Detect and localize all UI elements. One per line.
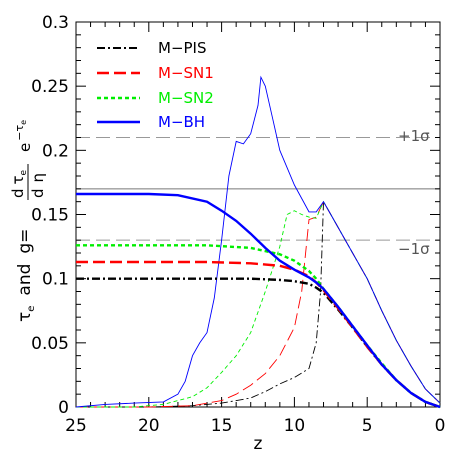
y-tick-label: 0.05 <box>31 334 69 354</box>
series-curves <box>75 75 441 409</box>
y-label-frac-den-eta: η <box>29 173 47 183</box>
x-tick-label: 10 <box>284 416 306 436</box>
x-tick-label: 5 <box>362 416 373 436</box>
x-axis-label: z <box>254 434 263 454</box>
y-tick-label: 0.1 <box>42 270 69 290</box>
y-tick-label: 0 <box>58 398 69 418</box>
plus-one-sigma-label: +1σ <box>398 127 430 145</box>
plot-frame <box>75 21 441 408</box>
y-axis-label: τeandg= dτe dη e−τe <box>9 120 47 322</box>
y-label-g: g= <box>15 229 35 254</box>
y-label-frac-num-sub: e <box>19 169 29 175</box>
svg-text:dτe: dτe <box>9 169 29 198</box>
y-label-exp: −τ <box>13 125 26 141</box>
y-label-and: and <box>15 264 35 296</box>
y-label-exp-sub: e <box>19 120 28 125</box>
minus-one-sigma-label: −1σ <box>398 240 430 258</box>
y-tick-label: 0.25 <box>31 77 69 97</box>
legend: M−PIS M−SN1 M−SN2 M−BH <box>97 39 214 131</box>
svg-text:dη: dη <box>29 173 47 198</box>
svg-text:e−τe: e−τe <box>13 120 34 152</box>
x-tick-label: 0 <box>435 416 446 436</box>
legend-label-m-sn1: M−SN1 <box>158 64 214 82</box>
y-label-exp-base: e <box>16 143 34 152</box>
series-g-curve-1 <box>76 200 441 408</box>
series-g-curve-3 <box>75 75 441 408</box>
series-g-curve-2 <box>76 200 441 408</box>
series-tau-curve-1 <box>76 260 441 409</box>
y-label-tau-sub: e <box>26 306 37 312</box>
x-tick-label: 20 <box>138 416 160 436</box>
y-tick-label: 0.2 <box>42 141 69 161</box>
legend-label-m-sn2: M−SN2 <box>158 89 214 107</box>
y-label-frac-num: d <box>9 188 27 198</box>
y-label-frac-den: d <box>29 188 47 198</box>
legend-label-m-bh: M−BH <box>158 113 205 131</box>
y-tick-label: 0.15 <box>31 206 69 226</box>
series-tau-curve-3 <box>76 192 441 409</box>
x-tick-label: 15 <box>211 416 233 436</box>
legend-label-m-pis: M−PIS <box>158 39 207 57</box>
series-tau-curve-0 <box>76 277 441 409</box>
axis-ticks: 25 20 15 10 5 0 0 0.05 0.1 0.15 0.2 0.25 0.3 <box>31 13 445 436</box>
svg-text:τeandg=: τe and g= <box>15 229 37 322</box>
reference-lines <box>76 137 440 241</box>
x-tick-label: 25 <box>65 416 87 436</box>
y-label-tau: τ <box>15 312 35 322</box>
y-tick-label: 0.3 <box>42 13 69 33</box>
series-g-curve-0 <box>76 200 441 408</box>
series-tau-curve-2 <box>76 244 441 409</box>
y-label-frac-num-tau: τ <box>9 175 27 184</box>
